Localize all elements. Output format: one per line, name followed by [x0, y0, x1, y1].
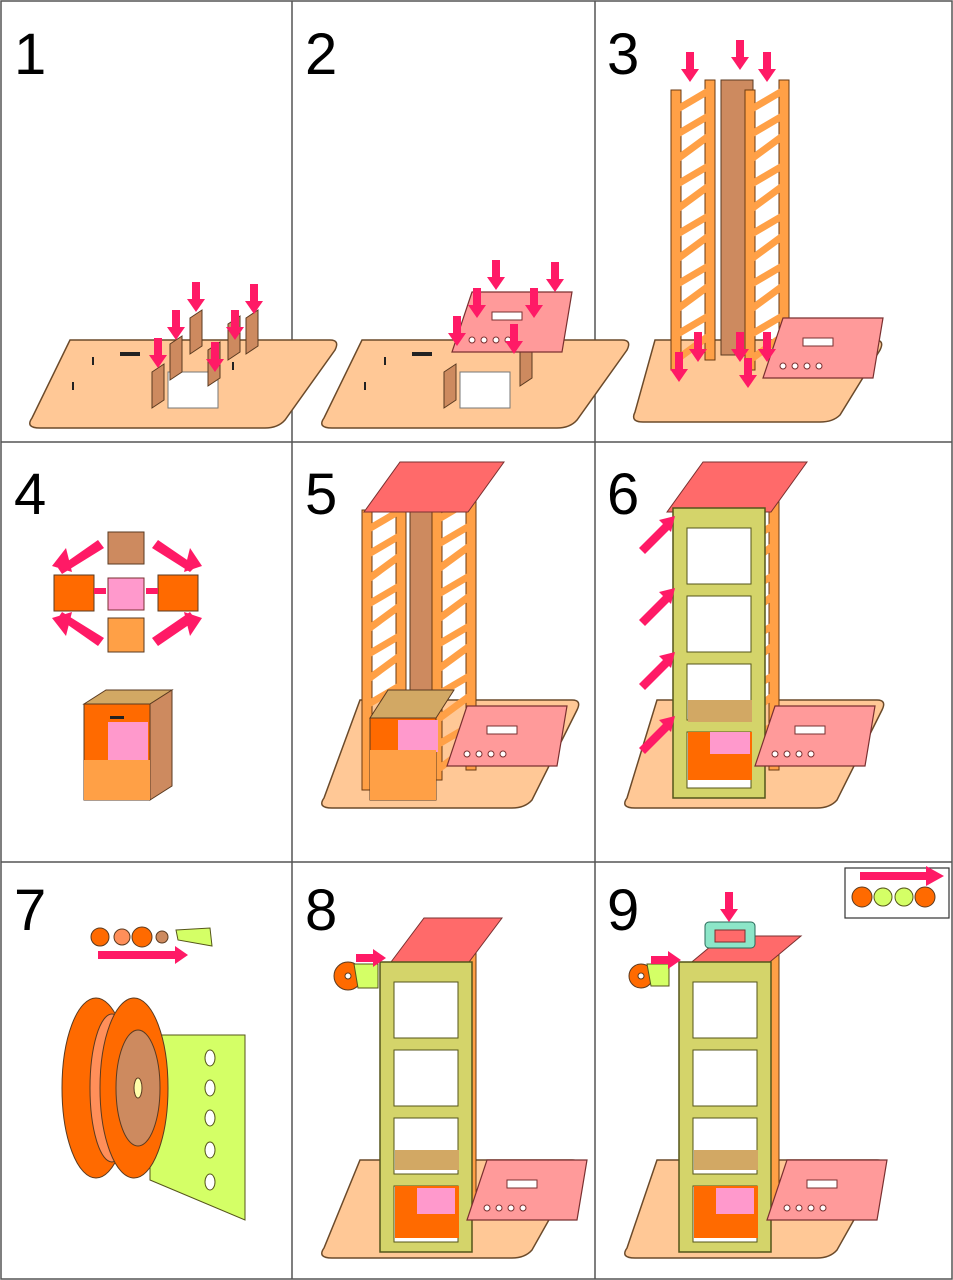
assembled-box: [82, 689, 174, 801]
diagonal-arrow-icon: [52, 540, 202, 646]
step-number-9: 9: [607, 878, 639, 943]
step-number-3: 3: [607, 22, 639, 87]
step-number-6: 6: [607, 462, 639, 527]
step-3-illustration: [632, 40, 884, 423]
right-arrow-icon: [926, 866, 944, 886]
step-number-7: 7: [14, 878, 46, 943]
parts-row: [90, 926, 213, 948]
step-number-1: 1: [14, 22, 46, 87]
diagonal-arrow-icon: [639, 516, 675, 754]
step-5-illustration: [321, 461, 580, 809]
step-6-illustration: [624, 461, 885, 809]
step-8-illustration: [321, 917, 588, 1259]
down-arrow-icon: [720, 892, 738, 922]
spool-parts-inset: [844, 866, 950, 919]
box-module: [369, 689, 455, 801]
step-9-illustration: [624, 892, 888, 1259]
step-1-legs: [151, 309, 259, 409]
teal-top-part: [704, 921, 756, 949]
step-number-8: 8: [305, 878, 337, 943]
step-7-illustration: [61, 926, 246, 1221]
step-2-illustration: [321, 260, 630, 429]
spool-assembly: [61, 997, 246, 1221]
step-4-illustration: [52, 531, 202, 801]
step-1-illustration: [29, 282, 338, 429]
step-number-2: 2: [305, 22, 337, 87]
step-number-5: 5: [305, 462, 337, 527]
step-number-4: 4: [14, 462, 46, 527]
right-arrow-icon: [98, 946, 188, 964]
